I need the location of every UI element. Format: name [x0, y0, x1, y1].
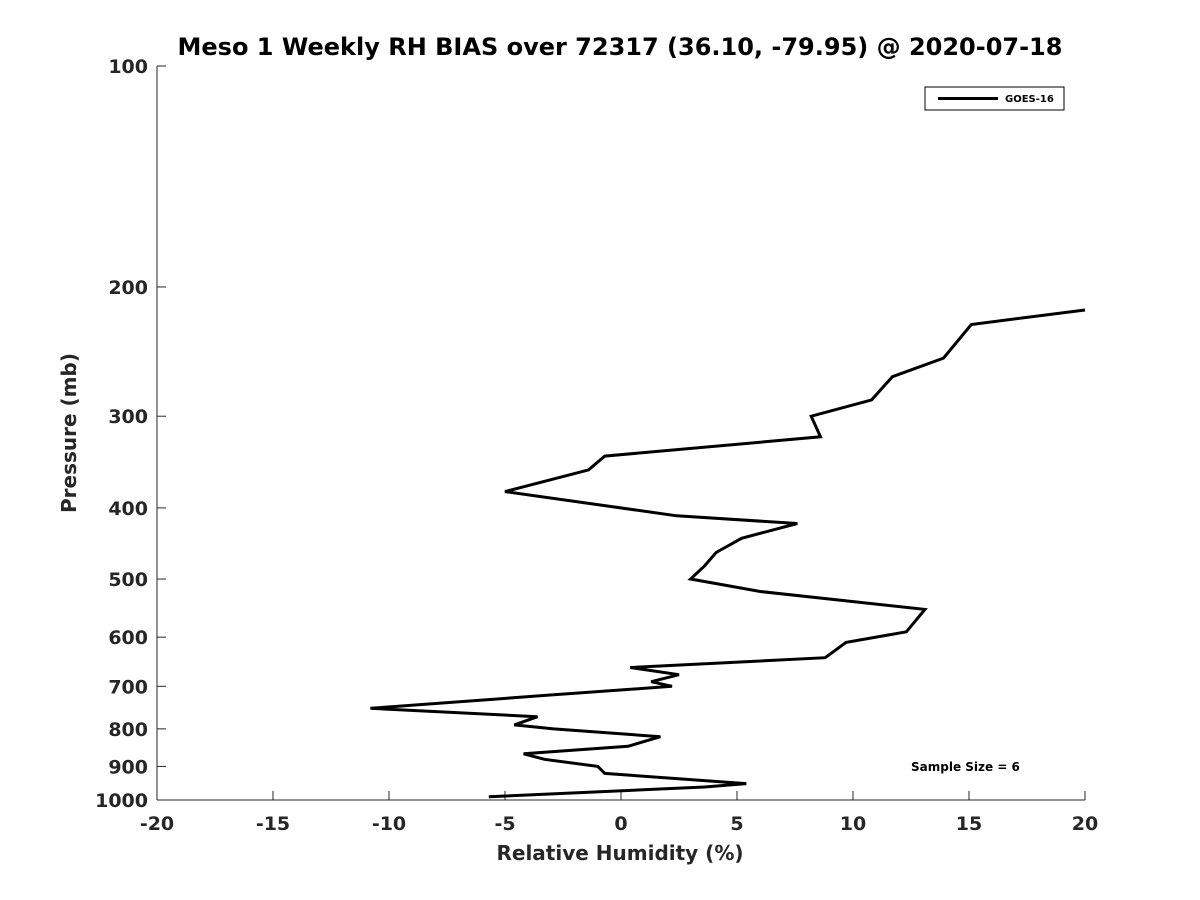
chart-title: Meso 1 Weekly RH BIAS over 72317 (36.10,… — [178, 33, 1063, 61]
x-tick-label: 20 — [1072, 813, 1098, 835]
x-tick-label: 5 — [730, 813, 743, 835]
y-tick-label: 1000 — [95, 790, 148, 812]
x-axis-label: Relative Humidity (%) — [496, 841, 743, 865]
y-tick-label: 600 — [108, 627, 148, 649]
y-tick-label: 300 — [108, 406, 148, 428]
legend-entry-goes-16: GOES-16 — [1005, 94, 1054, 105]
x-axis-ticks: -20 -15 -10 -5 0 5 10 15 20 — [140, 791, 1098, 835]
y-tick-label: 700 — [108, 676, 148, 698]
y-tick-label: 100 — [108, 56, 148, 78]
sample-size-annotation: Sample Size = 6 — [911, 760, 1020, 774]
legend: GOES-16 — [924, 86, 1065, 111]
x-tick-label: -15 — [256, 813, 290, 835]
y-tick-label: 400 — [108, 498, 148, 520]
series-line-goes-16 — [370, 308, 1086, 799]
y-tick-label: 200 — [108, 277, 148, 299]
y-axis-ticks: 100 200 300 400 500 600 700 800 900 1000 — [95, 56, 166, 812]
x-tick-label: 15 — [956, 813, 982, 835]
x-tick-label: 10 — [840, 813, 866, 835]
y-tick-label: 900 — [108, 756, 148, 778]
y-axis-label: Pressure (mb) — [57, 353, 81, 513]
y-tick-label: 500 — [108, 569, 148, 591]
x-tick-label: -5 — [494, 813, 515, 835]
x-tick-label: 0 — [614, 813, 627, 835]
x-tick-label: -20 — [140, 813, 174, 835]
x-tick-label: -10 — [372, 813, 406, 835]
series-layer — [370, 308, 1086, 799]
y-tick-label: 800 — [108, 719, 148, 741]
